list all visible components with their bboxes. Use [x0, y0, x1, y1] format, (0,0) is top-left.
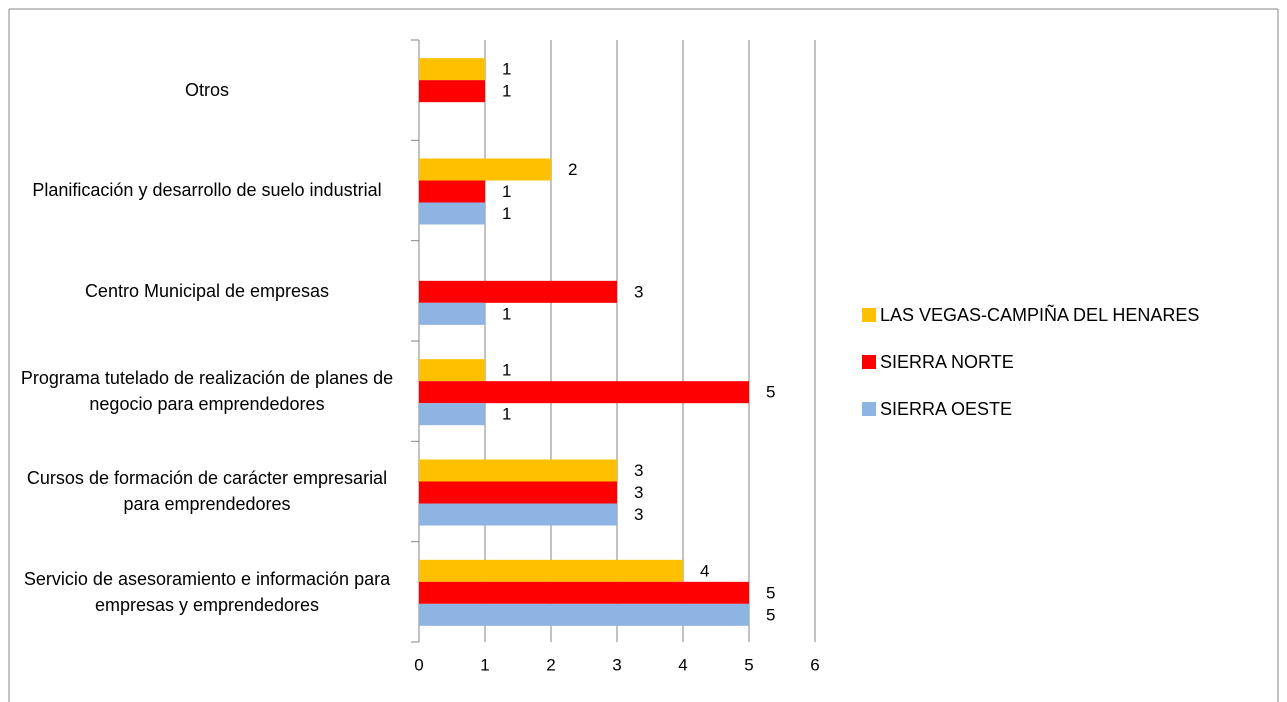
legend-label: LAS VEGAS-CAMPIÑA DEL HENARES: [880, 304, 1199, 325]
x-tick-label: 1: [480, 655, 489, 674]
bar: [419, 180, 485, 203]
bar: [419, 603, 749, 626]
value-label: 3: [634, 461, 643, 480]
legend-swatch: [862, 308, 876, 322]
x-tick-label: 2: [546, 655, 555, 674]
value-label: 1: [502, 204, 511, 223]
bar: [419, 381, 749, 404]
value-label: 1: [502, 60, 511, 79]
value-label: 1: [502, 361, 511, 380]
value-label: 5: [766, 383, 775, 402]
bar: [419, 403, 485, 426]
value-label: 1: [502, 182, 511, 201]
bar: [419, 581, 749, 604]
legend-label: SIERRA NORTE: [880, 352, 1014, 372]
value-label: 4: [700, 561, 709, 580]
value-label: 3: [634, 483, 643, 502]
bar: [419, 80, 485, 103]
value-label: 1: [502, 304, 511, 323]
value-label: 1: [502, 405, 511, 424]
value-label: 5: [766, 605, 775, 624]
x-tick-label: 0: [414, 655, 423, 674]
bar: [419, 559, 683, 582]
value-label: 3: [634, 505, 643, 524]
value-label: 5: [766, 583, 775, 602]
y-tick-label: Cursos de formación de carácter empresar…: [26, 468, 388, 515]
legend-label: SIERRA OESTE: [880, 399, 1012, 419]
value-label: 3: [634, 282, 643, 301]
bar: [419, 503, 617, 526]
x-tick-label: 6: [810, 655, 819, 674]
value-label: 2: [568, 160, 577, 179]
bar: [419, 302, 485, 325]
x-tick-label: 5: [744, 655, 753, 674]
x-tick-label: 3: [612, 655, 621, 674]
y-tick-label: Servicio de asesoramiento e información …: [23, 568, 391, 615]
legend-swatch: [862, 355, 876, 369]
bar: [419, 158, 551, 181]
legend-swatch: [862, 402, 876, 416]
bar: [419, 359, 485, 382]
bar: [419, 459, 617, 482]
y-tick-label: Programa tutelado de realización de plan…: [20, 368, 394, 415]
bar: [419, 280, 617, 303]
bar: [419, 202, 485, 225]
bar: [419, 58, 485, 81]
value-label: 1: [502, 82, 511, 101]
y-tick-label: Otros: [184, 80, 229, 101]
y-tick-label: Planificación y desarrollo de suelo indu…: [32, 180, 382, 201]
y-tick-label: Centro Municipal de empresas: [84, 280, 330, 301]
bar: [419, 481, 617, 504]
x-tick-label: 4: [678, 655, 687, 674]
